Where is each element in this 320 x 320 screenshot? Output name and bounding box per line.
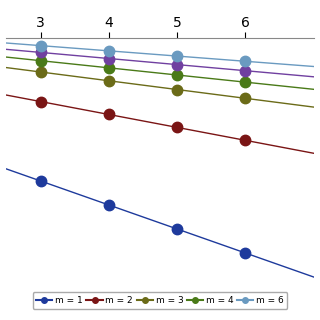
Legend: m = 1, m = 2, m = 3, m = 4, m = 6: m = 1, m = 2, m = 3, m = 4, m = 6: [33, 292, 287, 309]
